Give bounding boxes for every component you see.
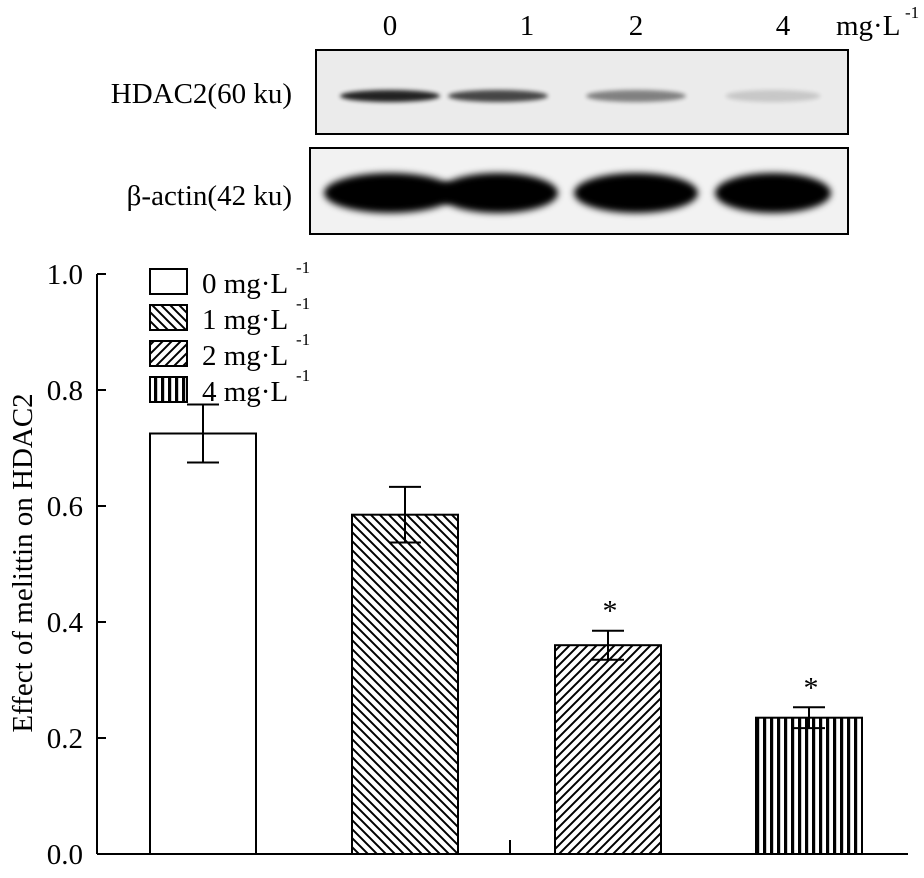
- western-blot: 0 1 2 4 mg·L -1 HDAC2(60 ku) β-actin(42 ku): [111, 3, 919, 235]
- y-tick-label: 0.6: [47, 491, 83, 523]
- legend-label-exponent: -1: [296, 330, 310, 349]
- legend-swatch: [149, 268, 188, 295]
- actin-row-label: β-actin(42 ku): [127, 180, 292, 212]
- legend-swatch: [149, 340, 188, 367]
- legend-swatch: [149, 376, 188, 403]
- bar-chart: Effect of melittin on HDAC2 0.0 0.2 0.4 0.6…: [7, 258, 908, 871]
- legend-label: 1 mg·L: [202, 304, 288, 336]
- actin-band: [574, 173, 698, 213]
- legend-swatch: [149, 304, 188, 331]
- legend-label-exponent: -1: [296, 258, 310, 277]
- significance-marker: *: [603, 595, 618, 628]
- lane-label: 0: [383, 10, 398, 42]
- hdac2-band: [340, 90, 440, 102]
- y-tick-label: 1.0: [47, 259, 83, 291]
- bar: [149, 432, 257, 855]
- lane-labels: 0 1 2 4: [383, 10, 791, 42]
- y-tick-label: 0.4: [47, 607, 84, 639]
- legend-label: 2 mg·L: [202, 340, 288, 372]
- actin-band: [438, 173, 558, 213]
- hdac2-band: [448, 90, 548, 102]
- legend: 0 mg·L -1 1 mg·L -1 2 mg·L -1 4 mg·L -1: [149, 258, 310, 408]
- lane-label: 2: [629, 10, 644, 42]
- lane-label: 1: [520, 10, 535, 42]
- blot-unit-label: mg·L: [836, 10, 900, 42]
- legend-label-exponent: -1: [296, 366, 310, 385]
- blot-unit-exponent: -1: [905, 3, 919, 22]
- bar: [755, 716, 863, 856]
- bar: [351, 513, 459, 855]
- y-axis-label: Effect of melittin on HDAC2: [7, 393, 39, 732]
- significance-marker: *: [804, 671, 819, 704]
- y-tick-label: 0.0: [47, 839, 83, 871]
- legend-label: 0 mg·L: [202, 268, 288, 300]
- hdac2-band: [725, 90, 821, 102]
- actin-band: [715, 173, 831, 213]
- y-tick-label: 0.8: [47, 375, 83, 407]
- actin-bands: [324, 173, 831, 213]
- bars: **: [149, 403, 863, 856]
- legend-label-exponent: -1: [296, 294, 310, 313]
- y-tick-label: 0.2: [47, 723, 83, 755]
- actin-band: [324, 173, 456, 213]
- bar: [554, 644, 662, 856]
- legend-label: 4 mg·L: [202, 376, 288, 408]
- hdac2-row-label: HDAC2(60 ku): [111, 78, 292, 110]
- lane-label: 4: [776, 10, 791, 42]
- hdac2-bands: [340, 90, 821, 102]
- hdac2-band: [586, 90, 686, 102]
